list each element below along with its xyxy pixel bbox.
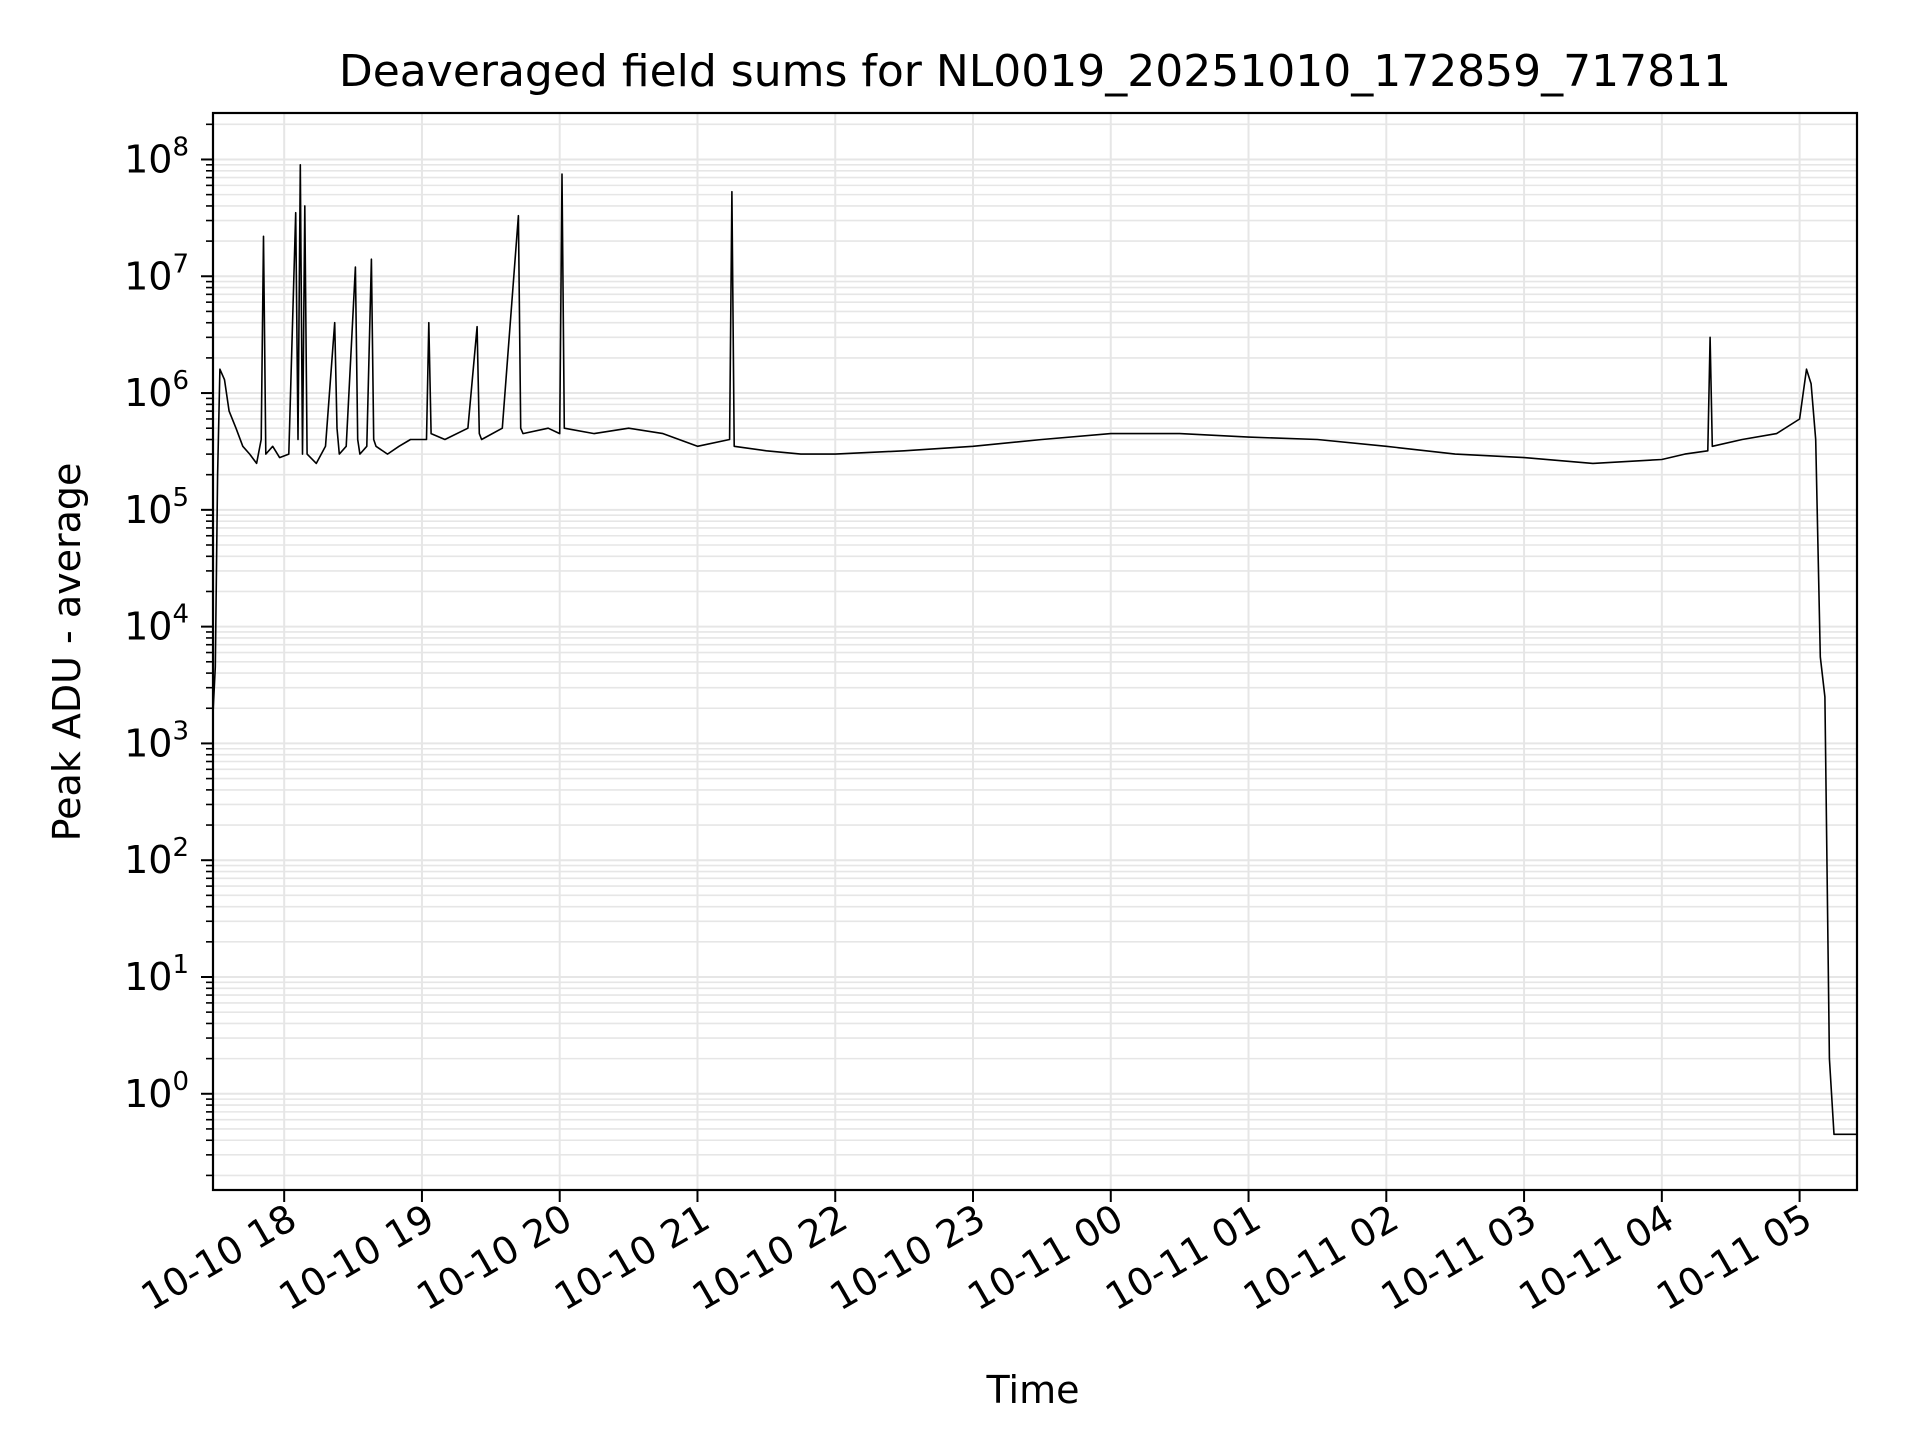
y-tick-label: 108 — [124, 132, 189, 181]
y-axis: 100 101 102 103 104 105 106 107 108 — [124, 123, 213, 1177]
grid — [213, 113, 1857, 1190]
y-tick-label: 102 — [124, 833, 189, 882]
y-tick-label: 101 — [124, 950, 189, 999]
y-tick-label: 104 — [124, 600, 189, 649]
x-axis-label: Time — [986, 1368, 1080, 1412]
chart-title: Deaveraged field sums for NL0019_2025101… — [339, 46, 1731, 97]
data-series-line — [212, 164, 1857, 1136]
plot-frame — [211, 111, 1859, 1192]
y-axis-label: Peak ADU - average — [45, 463, 89, 842]
y-tick-label: 103 — [124, 716, 189, 765]
y-tick-label: 100 — [124, 1067, 189, 1116]
y-tick-label: 106 — [124, 366, 189, 415]
y-tick-label: 107 — [124, 249, 189, 298]
data-line-layer — [212, 164, 1857, 1136]
y-tick-label: 105 — [124, 483, 189, 532]
